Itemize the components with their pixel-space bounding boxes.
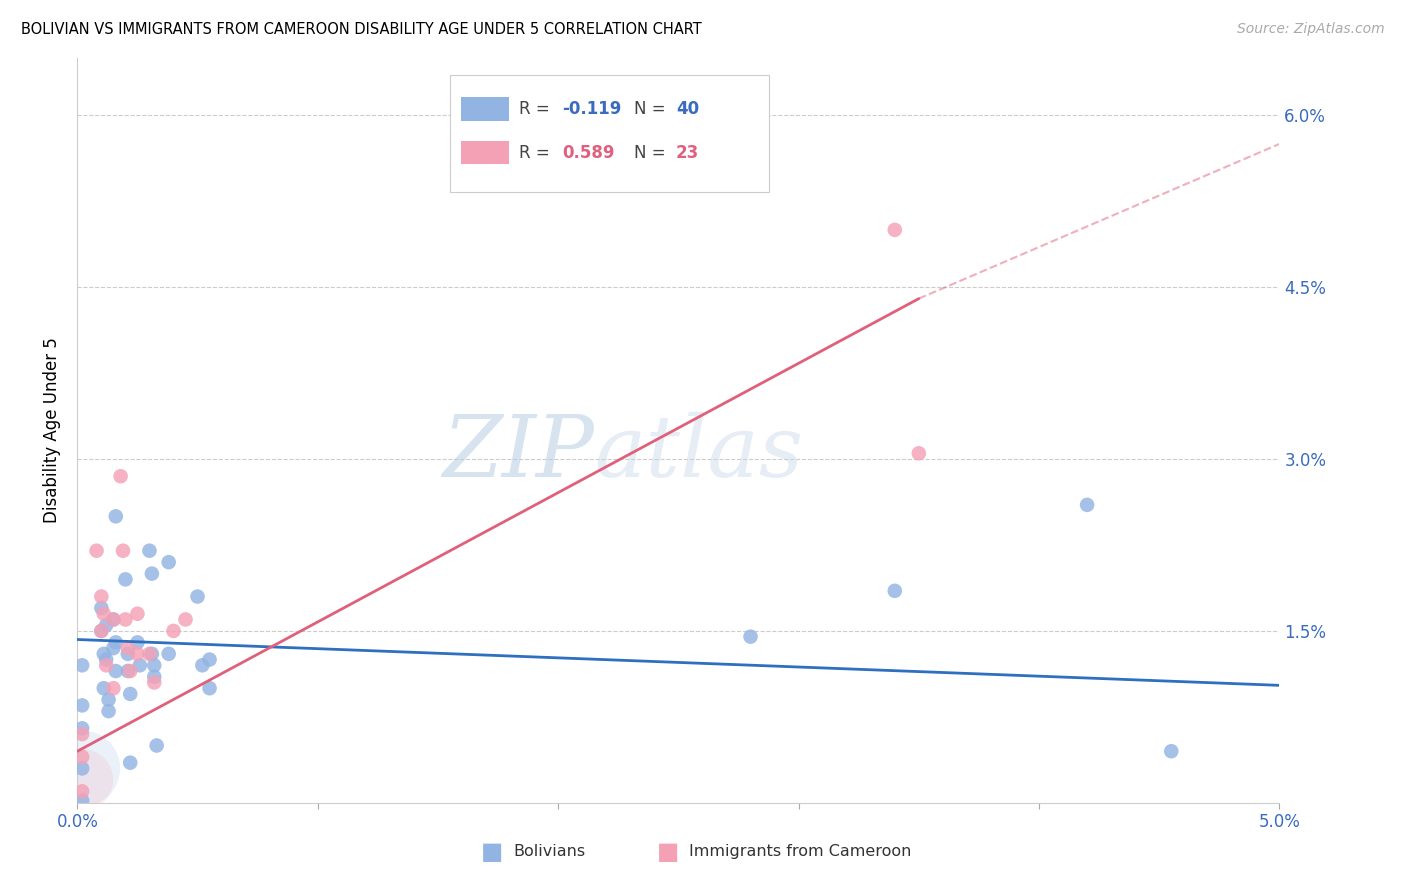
Text: atlas: atlas — [595, 411, 803, 494]
Point — [96, 658, 118, 673]
Point — [104, 509, 127, 524]
Y-axis label: Disability Age Under 5: Disability Age Under 5 — [44, 337, 62, 524]
Text: R =: R = — [519, 101, 554, 119]
Point — [141, 647, 163, 661]
Point — [90, 624, 112, 638]
Point — [191, 658, 214, 673]
Text: 23: 23 — [676, 144, 699, 161]
Point — [90, 624, 112, 638]
Text: -0.119: -0.119 — [562, 101, 621, 119]
Point — [1160, 744, 1182, 758]
Point — [138, 543, 160, 558]
FancyBboxPatch shape — [461, 141, 509, 164]
Point — [103, 612, 125, 626]
Point — [908, 446, 931, 460]
Point — [198, 652, 221, 666]
Point — [111, 543, 134, 558]
Text: BOLIVIAN VS IMMIGRANTS FROM CAMEROON DISABILITY AGE UNDER 5 CORRELATION CHART: BOLIVIAN VS IMMIGRANTS FROM CAMEROON DIS… — [21, 22, 702, 37]
Point — [127, 647, 149, 661]
Point — [127, 607, 149, 621]
Point — [90, 601, 112, 615]
Point — [143, 670, 166, 684]
Point — [174, 612, 197, 626]
Point — [127, 635, 149, 649]
Text: 0.589: 0.589 — [562, 144, 614, 161]
Point — [103, 612, 125, 626]
Text: 40: 40 — [676, 101, 699, 119]
Point — [70, 658, 93, 673]
Point — [97, 692, 120, 706]
Text: N =: N = — [634, 144, 671, 161]
Point — [120, 664, 142, 678]
Point — [157, 647, 180, 661]
Point — [117, 664, 139, 678]
Text: R =: R = — [519, 144, 554, 161]
Point — [110, 469, 132, 483]
Point — [157, 555, 180, 569]
Point — [70, 761, 93, 775]
Point — [141, 566, 163, 581]
Point — [70, 727, 93, 741]
Point — [117, 647, 139, 661]
Point — [90, 590, 112, 604]
Text: Source: ZipAtlas.com: Source: ZipAtlas.com — [1237, 22, 1385, 37]
Point — [93, 647, 115, 661]
Point — [97, 704, 120, 718]
Point — [138, 647, 160, 661]
Point — [70, 750, 93, 764]
Text: Immigrants from Cameroon: Immigrants from Cameroon — [689, 845, 911, 859]
Point — [86, 543, 108, 558]
Point — [93, 681, 115, 696]
Text: Bolivians: Bolivians — [513, 845, 585, 859]
Point — [104, 664, 127, 678]
Point — [143, 675, 166, 690]
Point — [96, 618, 118, 632]
Point — [120, 687, 142, 701]
Point — [120, 756, 142, 770]
Point — [70, 793, 93, 807]
FancyBboxPatch shape — [450, 75, 769, 192]
Text: ■: ■ — [481, 840, 503, 863]
Point — [162, 624, 184, 638]
Point — [740, 630, 762, 644]
Point — [128, 658, 150, 673]
Point — [104, 635, 127, 649]
Point — [198, 681, 221, 696]
Point — [114, 612, 136, 626]
Point — [103, 681, 125, 696]
Point — [70, 784, 93, 798]
Text: ■: ■ — [657, 840, 679, 863]
Text: N =: N = — [634, 101, 671, 119]
Point — [143, 658, 166, 673]
Point — [93, 607, 115, 621]
Point — [145, 739, 167, 753]
Point — [70, 721, 93, 735]
FancyBboxPatch shape — [461, 97, 509, 121]
Point — [70, 761, 93, 775]
Point — [117, 641, 139, 656]
Point — [1076, 498, 1098, 512]
Point — [70, 698, 93, 713]
Point — [883, 223, 905, 237]
Point — [70, 772, 93, 787]
Point — [883, 583, 905, 598]
Point — [187, 590, 209, 604]
Point — [96, 652, 118, 666]
Point — [103, 641, 125, 656]
Text: ZIP: ZIP — [443, 411, 595, 494]
Point — [114, 573, 136, 587]
